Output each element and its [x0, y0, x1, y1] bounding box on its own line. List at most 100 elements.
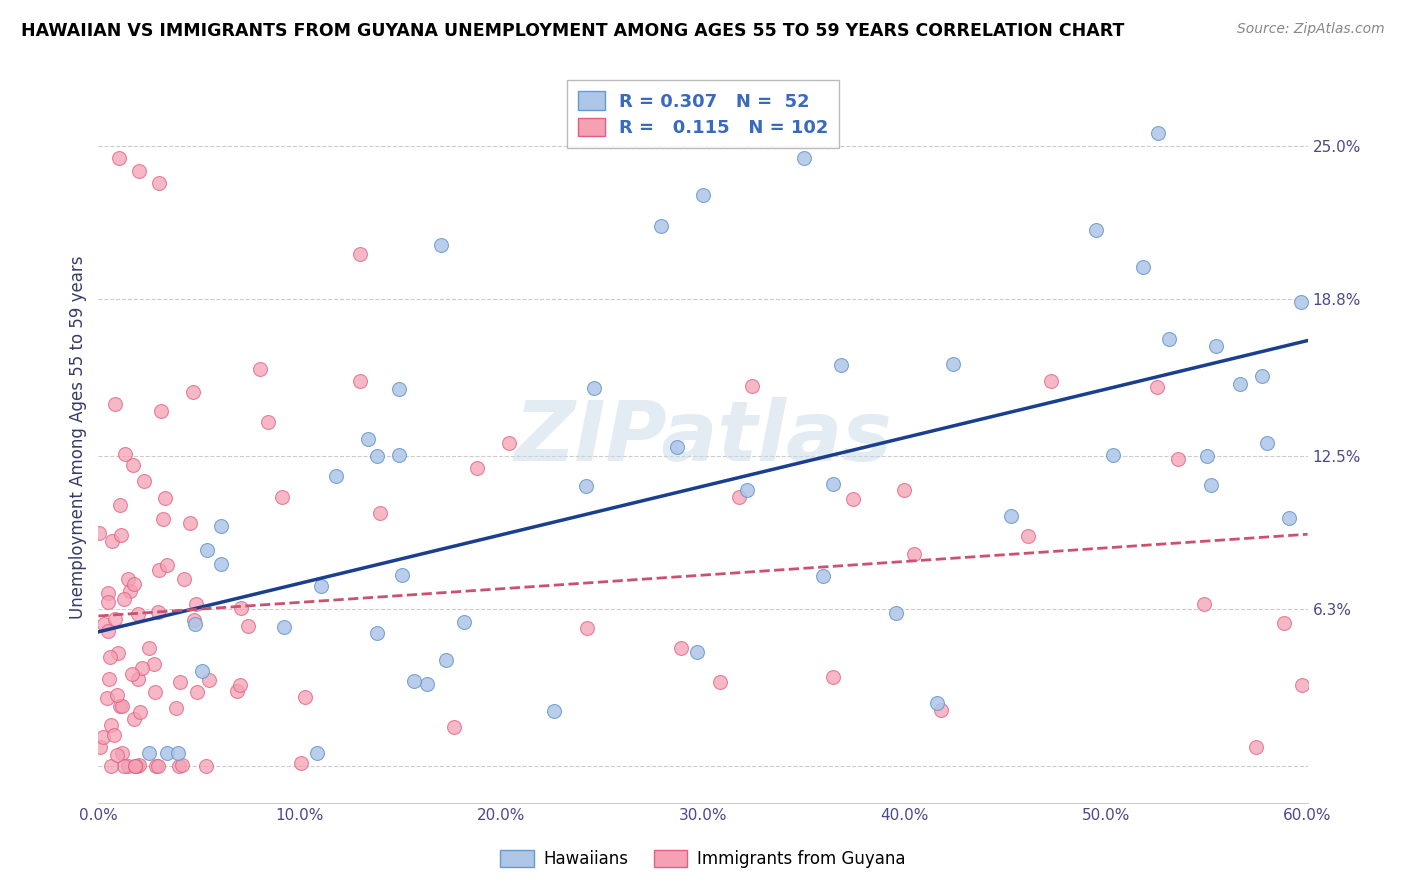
- Point: [120, 584, 142, 599]
- Point: [1229, 377, 1251, 392]
- Text: Source: ZipAtlas.com: Source: ZipAtlas.com: [1237, 22, 1385, 37]
- Point: [229, 678, 252, 692]
- Point: [416, 677, 439, 691]
- Point: [1205, 339, 1227, 353]
- Point: [108, 698, 131, 713]
- Point: [665, 440, 688, 454]
- Point: [290, 756, 312, 770]
- Point: [97, 624, 120, 638]
- Point: [430, 238, 453, 252]
- Point: [195, 542, 218, 557]
- Point: [368, 506, 391, 520]
- Point: [148, 606, 170, 620]
- Point: [105, 747, 128, 762]
- Point: [169, 674, 191, 689]
- Point: [148, 176, 170, 190]
- Point: [273, 620, 295, 634]
- Point: [186, 684, 208, 698]
- Point: [111, 747, 134, 761]
- Point: [1251, 369, 1274, 384]
- Legend: R = 0.307   N =  52, R =   0.115   N = 102: R = 0.307 N = 52, R = 0.115 N = 102: [567, 80, 839, 148]
- Point: [465, 461, 488, 475]
- Point: [741, 379, 763, 393]
- Point: [124, 758, 146, 772]
- Point: [453, 615, 475, 629]
- Point: [1278, 510, 1301, 524]
- Point: [349, 374, 371, 388]
- Point: [128, 163, 150, 178]
- Point: [209, 557, 232, 571]
- Point: [104, 397, 127, 411]
- Point: [100, 758, 122, 772]
- Point: [98, 650, 121, 665]
- Point: [686, 645, 709, 659]
- Point: [1244, 739, 1267, 754]
- Point: [104, 612, 127, 626]
- Point: [709, 674, 731, 689]
- Point: [89, 740, 111, 755]
- Point: [842, 491, 865, 506]
- Point: [128, 757, 150, 772]
- Point: [195, 758, 218, 772]
- Point: [1146, 380, 1168, 394]
- Point: [181, 384, 204, 399]
- Point: [575, 478, 598, 492]
- Point: [270, 490, 292, 504]
- Point: [225, 683, 247, 698]
- Point: [165, 701, 187, 715]
- Point: [107, 647, 129, 661]
- Point: [138, 640, 160, 655]
- Point: [929, 703, 952, 717]
- Point: [148, 563, 170, 577]
- Point: [186, 597, 208, 611]
- Point: [209, 519, 232, 533]
- Point: [132, 474, 155, 488]
- Point: [1102, 448, 1125, 462]
- Point: [122, 712, 145, 726]
- Point: [148, 758, 170, 772]
- Point: [103, 728, 125, 742]
- Point: [737, 483, 759, 497]
- Point: [1084, 223, 1107, 237]
- Point: [131, 660, 153, 674]
- Point: [124, 758, 146, 772]
- Point: [1040, 375, 1063, 389]
- Point: [149, 403, 172, 417]
- Point: [156, 558, 179, 573]
- Point: [122, 576, 145, 591]
- Point: [311, 579, 333, 593]
- Point: [112, 758, 135, 772]
- Point: [89, 526, 111, 541]
- Point: [125, 758, 148, 772]
- Point: [366, 449, 388, 463]
- Point: [173, 572, 195, 586]
- Point: [1167, 451, 1189, 466]
- Point: [391, 568, 413, 582]
- Text: HAWAIIAN VS IMMIGRANTS FROM GUYANA UNEMPLOYMENT AMONG AGES 55 TO 59 YEARS CORREL: HAWAIIAN VS IMMIGRANTS FROM GUYANA UNEMP…: [21, 22, 1125, 40]
- Point: [793, 151, 815, 165]
- Point: [650, 219, 672, 234]
- Point: [1000, 508, 1022, 523]
- Point: [107, 151, 129, 165]
- Point: [1272, 616, 1295, 631]
- Point: [108, 498, 131, 512]
- Point: [1256, 436, 1278, 450]
- Point: [97, 672, 120, 686]
- Point: [823, 670, 845, 684]
- Point: [127, 607, 149, 621]
- Point: [145, 758, 167, 772]
- Point: [127, 672, 149, 686]
- Point: [1132, 260, 1154, 274]
- Point: [257, 415, 280, 429]
- Point: [143, 684, 166, 698]
- Point: [443, 720, 465, 734]
- Point: [91, 730, 114, 744]
- Point: [112, 591, 135, 606]
- Point: [925, 697, 948, 711]
- Point: [105, 688, 128, 702]
- Point: [294, 690, 316, 705]
- Point: [170, 758, 193, 772]
- Point: [830, 358, 852, 372]
- Point: [366, 626, 388, 640]
- Point: [349, 247, 371, 261]
